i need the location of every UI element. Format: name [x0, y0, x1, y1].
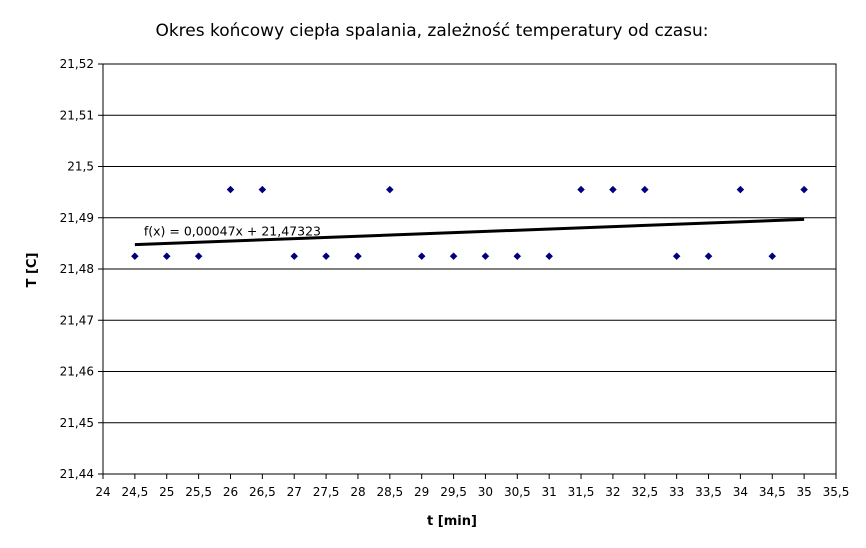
x-axis-label: t [min] — [427, 514, 477, 529]
x-tick-label: 35 — [796, 485, 811, 499]
data-point — [609, 185, 617, 194]
data-point — [290, 252, 299, 261]
y-axis: 21,44 21,45 21,46 21,47 21,48 21,49 21,5 21,51 2… — [60, 57, 103, 481]
trendline-equation: f(x) = 0,00047x + 21,47323 — [144, 224, 321, 239]
x-tick-label: 35,5 — [823, 485, 850, 499]
y-tick-label: 21,46 — [60, 365, 94, 379]
y-axis-label: T [C] — [25, 253, 40, 288]
x-tick-label: 26 — [223, 485, 238, 499]
x-tick-label: 26,5 — [249, 485, 276, 499]
data-point — [640, 185, 649, 194]
x-tick-label: 33,5 — [695, 485, 722, 499]
x-tick-label: 34 — [733, 485, 748, 499]
data-point — [545, 252, 554, 261]
x-tick-label: 28 — [350, 485, 365, 499]
data-point — [354, 252, 362, 261]
data-point — [577, 185, 585, 194]
data-point — [417, 252, 426, 261]
data-point — [672, 252, 681, 261]
data-point — [131, 252, 139, 261]
x-tick-label: 32 — [605, 485, 620, 499]
data-point — [162, 252, 171, 261]
y-tick-label: 21,52 — [60, 57, 94, 71]
y-tick-label: 21,45 — [60, 416, 94, 430]
data-point — [258, 185, 267, 194]
y-tick-label: 21,5 — [67, 160, 94, 174]
x-tick-label: 32,5 — [631, 485, 658, 499]
data-point — [513, 252, 522, 261]
y-tick-label: 21,49 — [60, 211, 94, 225]
y-tick-label: 21,48 — [60, 262, 94, 276]
x-tick-label: 28,5 — [376, 485, 403, 499]
data-point — [736, 185, 745, 194]
data-point — [768, 252, 777, 261]
x-tick-label: 25 — [159, 485, 174, 499]
trendline — [134, 217, 805, 247]
data-point — [194, 252, 203, 261]
x-tick-label: 30,5 — [504, 485, 531, 499]
x-axis: 24 24,5 25 25,5 26 26,5 27 27,5 28 28,5 29 29,5 30 30… — [95, 474, 849, 499]
x-tick-label: 27,5 — [313, 485, 340, 499]
data-point — [226, 185, 235, 194]
x-tick-label: 34,5 — [759, 485, 786, 499]
x-tick-label: 31 — [542, 485, 557, 499]
x-tick-label: 30 — [478, 485, 493, 499]
x-tick-label: 29,5 — [440, 485, 467, 499]
y-tick-label: 21,51 — [60, 108, 94, 122]
x-tick-label: 31,5 — [568, 485, 595, 499]
chart-title: Okres końcowy ciepła spalania, zależność… — [155, 21, 708, 41]
data-point — [385, 185, 394, 194]
y-tick-label: 21,44 — [60, 467, 94, 481]
x-tick-label: 24 — [95, 485, 110, 499]
data-point — [322, 252, 330, 261]
data-point — [481, 252, 490, 261]
y-tick-label: 21,47 — [60, 313, 94, 327]
x-tick-label: 24,5 — [122, 485, 149, 499]
trendline-layer: f(x) = 0,00047x + 21,47323 — [134, 217, 805, 247]
x-tick-label: 27 — [287, 485, 302, 499]
data-points — [131, 185, 808, 261]
x-tick-label: 33 — [669, 485, 684, 499]
data-point — [800, 185, 808, 194]
x-tick-label: 25,5 — [185, 485, 212, 499]
x-tick-label: 29 — [414, 485, 429, 499]
data-point — [449, 252, 458, 261]
data-point — [704, 252, 713, 261]
grid-layer — [103, 63, 836, 475]
